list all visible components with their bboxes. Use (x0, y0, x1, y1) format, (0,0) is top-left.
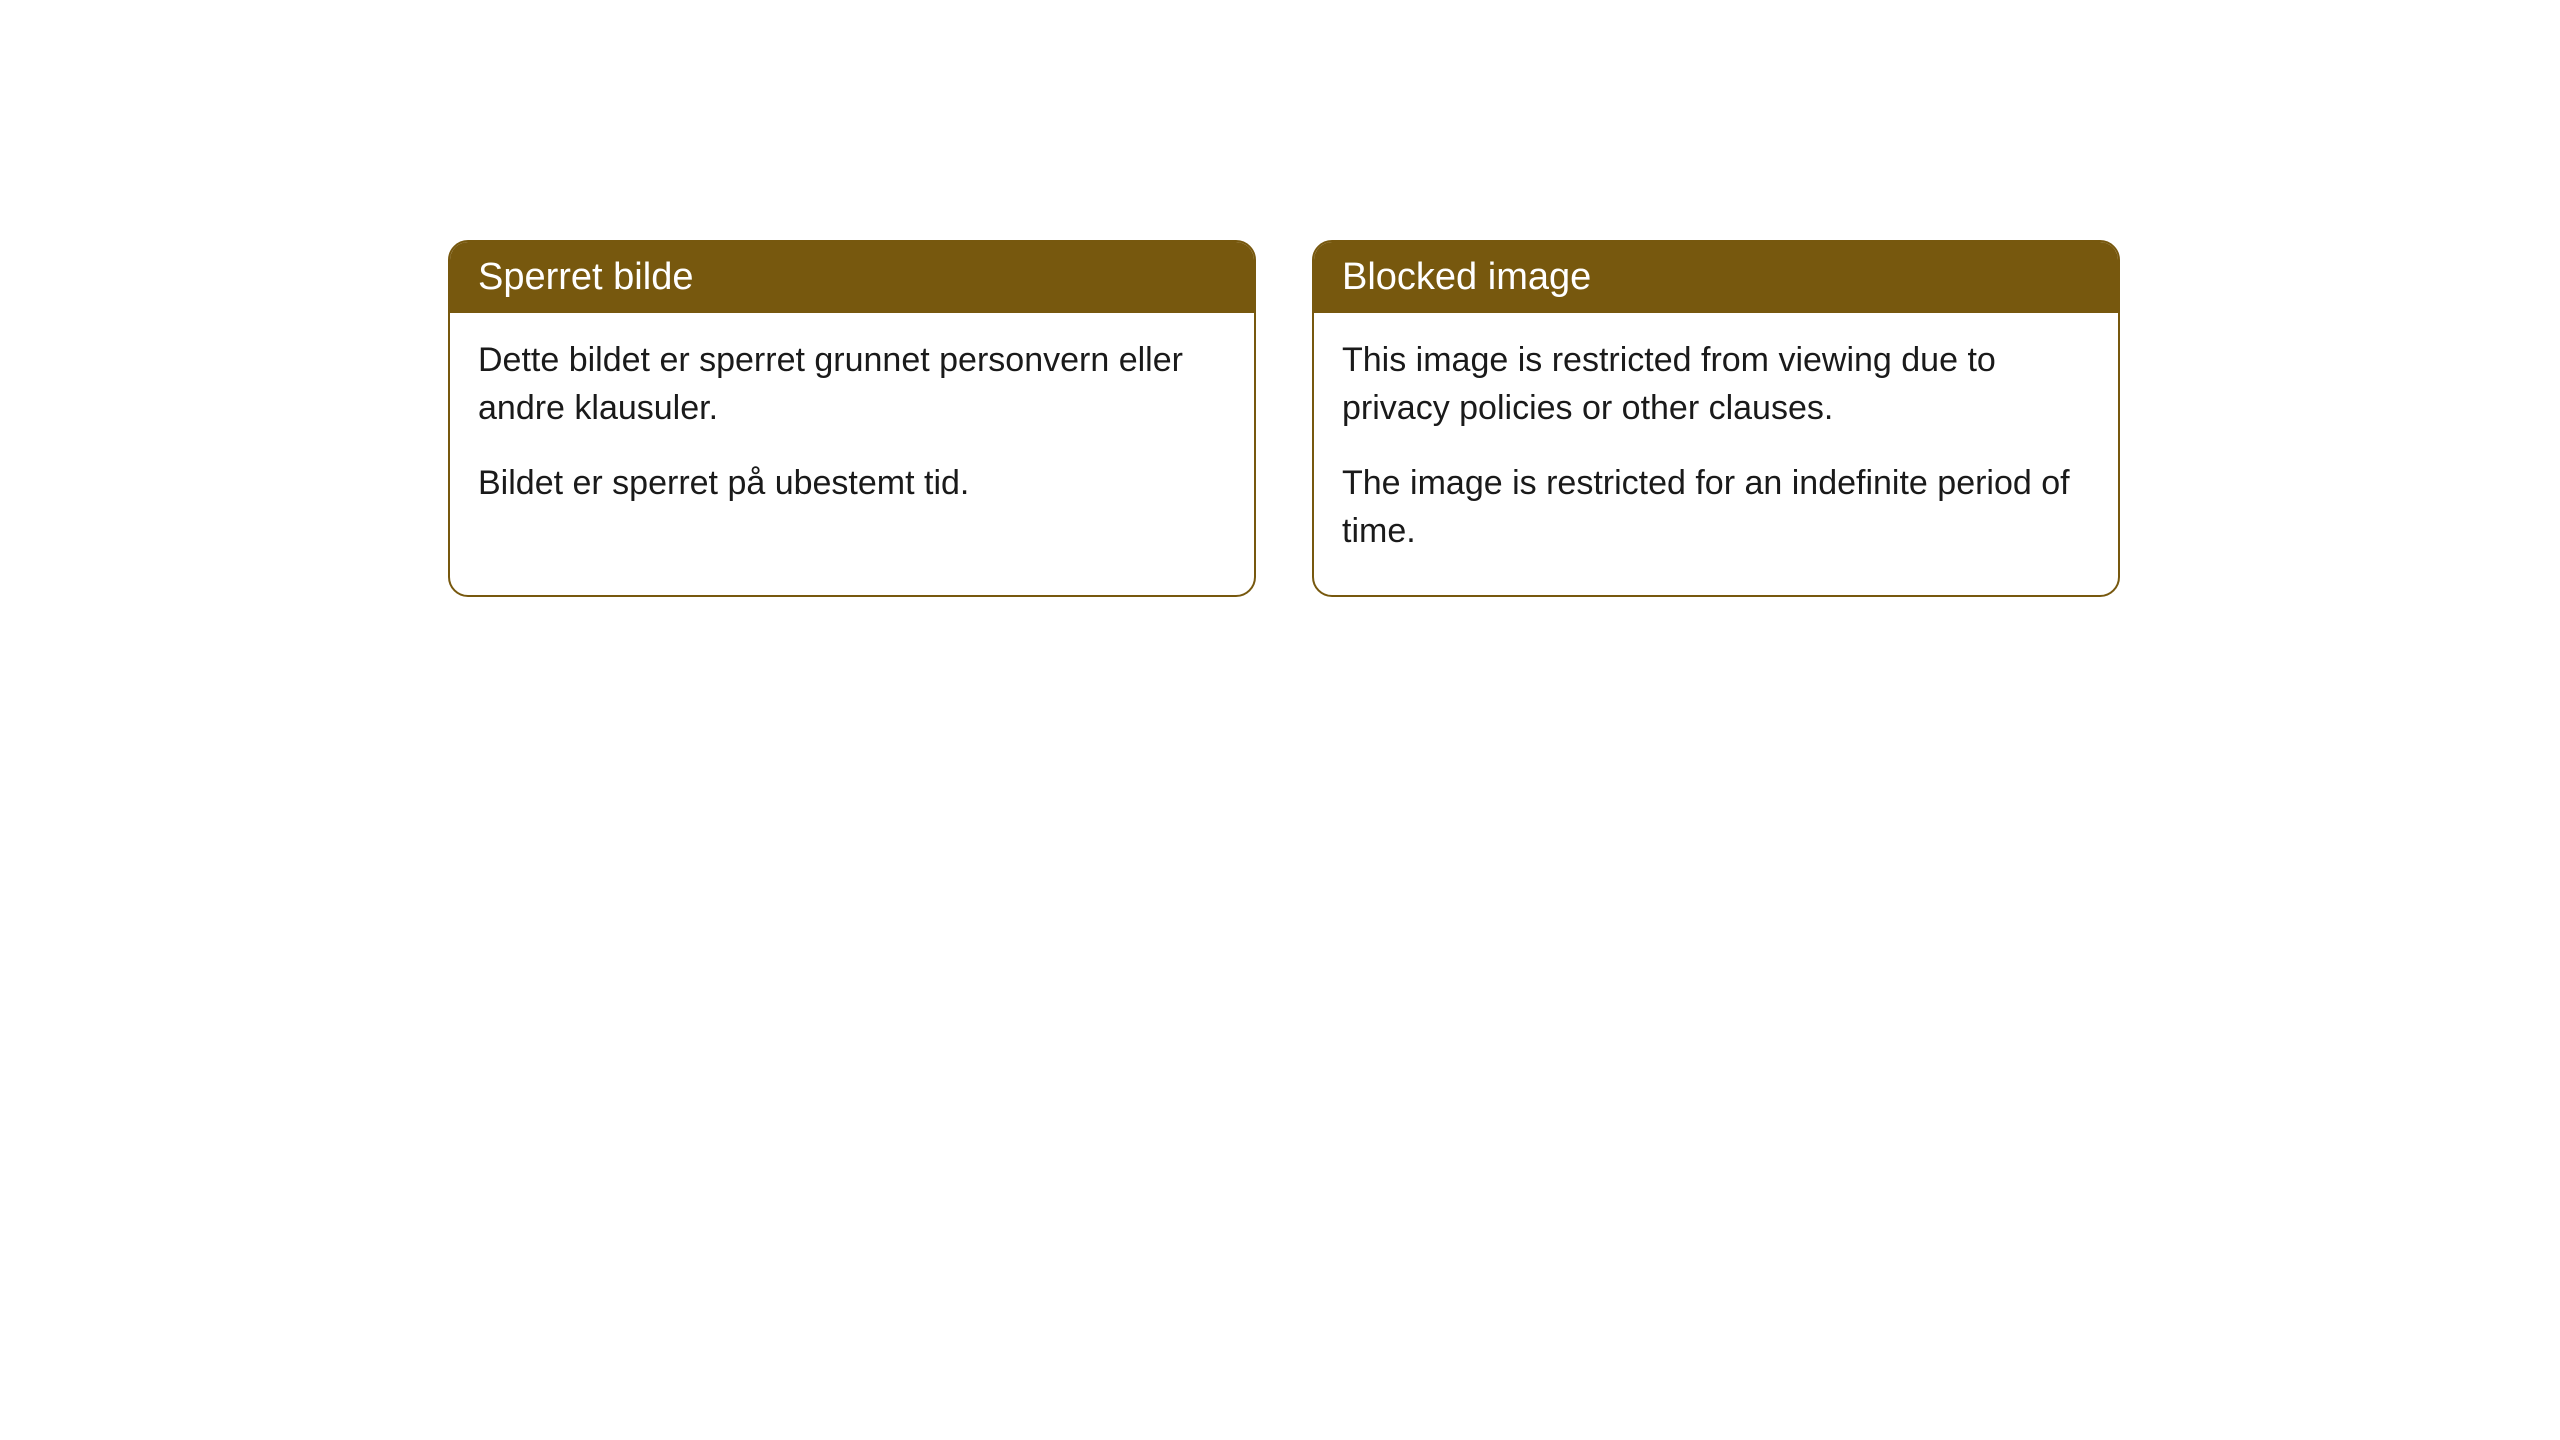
card-container: Sperret bilde Dette bildet er sperret gr… (448, 240, 2120, 597)
card-body-norwegian: Dette bildet er sperret grunnet personve… (450, 313, 1254, 548)
card-body-english: This image is restricted from viewing du… (1314, 313, 2118, 595)
body-paragraph: This image is restricted from viewing du… (1342, 337, 2090, 432)
body-paragraph: The image is restricted for an indefinit… (1342, 460, 2090, 555)
card-title-english: Blocked image (1314, 242, 2118, 313)
card-title-norwegian: Sperret bilde (450, 242, 1254, 313)
blocked-image-card-norwegian: Sperret bilde Dette bildet er sperret gr… (448, 240, 1256, 597)
blocked-image-card-english: Blocked image This image is restricted f… (1312, 240, 2120, 597)
body-paragraph: Bildet er sperret på ubestemt tid. (478, 460, 1226, 508)
body-paragraph: Dette bildet er sperret grunnet personve… (478, 337, 1226, 432)
